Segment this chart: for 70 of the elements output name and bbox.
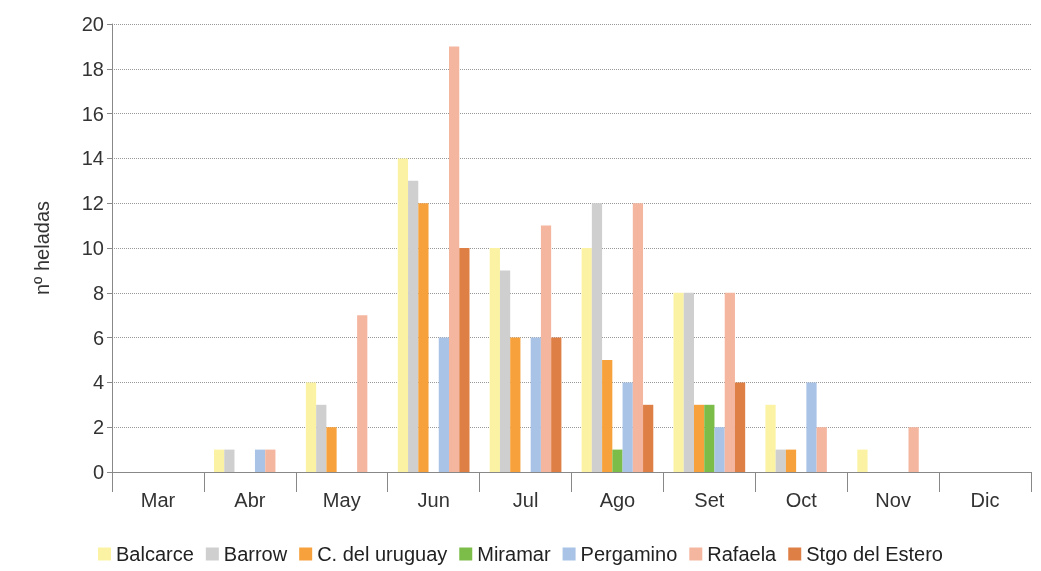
bar [551,337,562,472]
bar [632,203,644,472]
bar [612,449,623,472]
bar [591,203,603,472]
bar [704,404,715,472]
y-tick-label: 12 [81,192,104,215]
x-tick-label: Jun [417,489,450,511]
bar [683,292,694,472]
y-tick-label: 14 [81,147,104,170]
x-tick-label: Mar [140,489,176,511]
bar [724,292,735,472]
bar [316,404,327,472]
y-tick-label: 8 [92,281,104,304]
bar [908,427,919,472]
bar [214,449,225,472]
bar [714,427,725,472]
bar [622,382,633,472]
bar [459,248,470,472]
bar [357,315,368,472]
bar [775,449,786,472]
bar [397,158,409,472]
bar [265,449,276,472]
y-tick-label: 6 [92,326,104,349]
bar [673,292,684,472]
x-tick-label: Abr [234,489,266,511]
bar [540,225,552,472]
legend-label: Miramar [477,543,551,565]
bar [326,427,337,472]
bar [816,427,827,472]
x-tick-label: Oct [785,489,818,511]
bar [489,248,500,472]
legend-label: Pergamino [580,543,678,565]
y-axis-title: nº heladas [31,200,53,296]
bar [449,46,460,472]
x-tick-label: Set [694,489,725,511]
bar [254,449,266,472]
bar [408,180,419,472]
legend-label: Rafaela [707,543,778,565]
y-tick-label: 18 [81,57,104,80]
bar [510,337,521,472]
bar [499,270,511,472]
bar [734,382,746,472]
bar [785,449,797,472]
bar [806,382,817,472]
bar [530,337,541,472]
x-tick-label: Nov [875,489,911,511]
bar [418,203,429,472]
legend-label: Barrow [223,543,288,565]
bar [693,404,705,472]
x-tick-label: Ago [599,489,636,511]
legend-label: C. del uruguay [317,543,448,565]
x-tick-label: Jul [512,489,539,511]
y-tick-label: 20 [81,13,104,35]
bar [224,449,235,472]
bar [857,449,868,472]
bar [643,404,654,472]
bar [602,360,613,472]
y-tick-label: 2 [92,416,104,439]
y-tick-label: 4 [92,371,104,394]
legend-label: Stgo del Estero [806,543,943,565]
legend-label: Balcarce [116,543,194,565]
x-tick-label: May [322,489,361,511]
bar [305,382,317,472]
bar [438,337,450,472]
y-tick-label: 10 [81,237,104,259]
y-tick-label: 0 [92,461,104,483]
x-tick-label: Dic [970,489,1000,511]
bar [765,404,776,472]
bar [581,248,592,472]
y-tick-label: 16 [81,102,104,125]
